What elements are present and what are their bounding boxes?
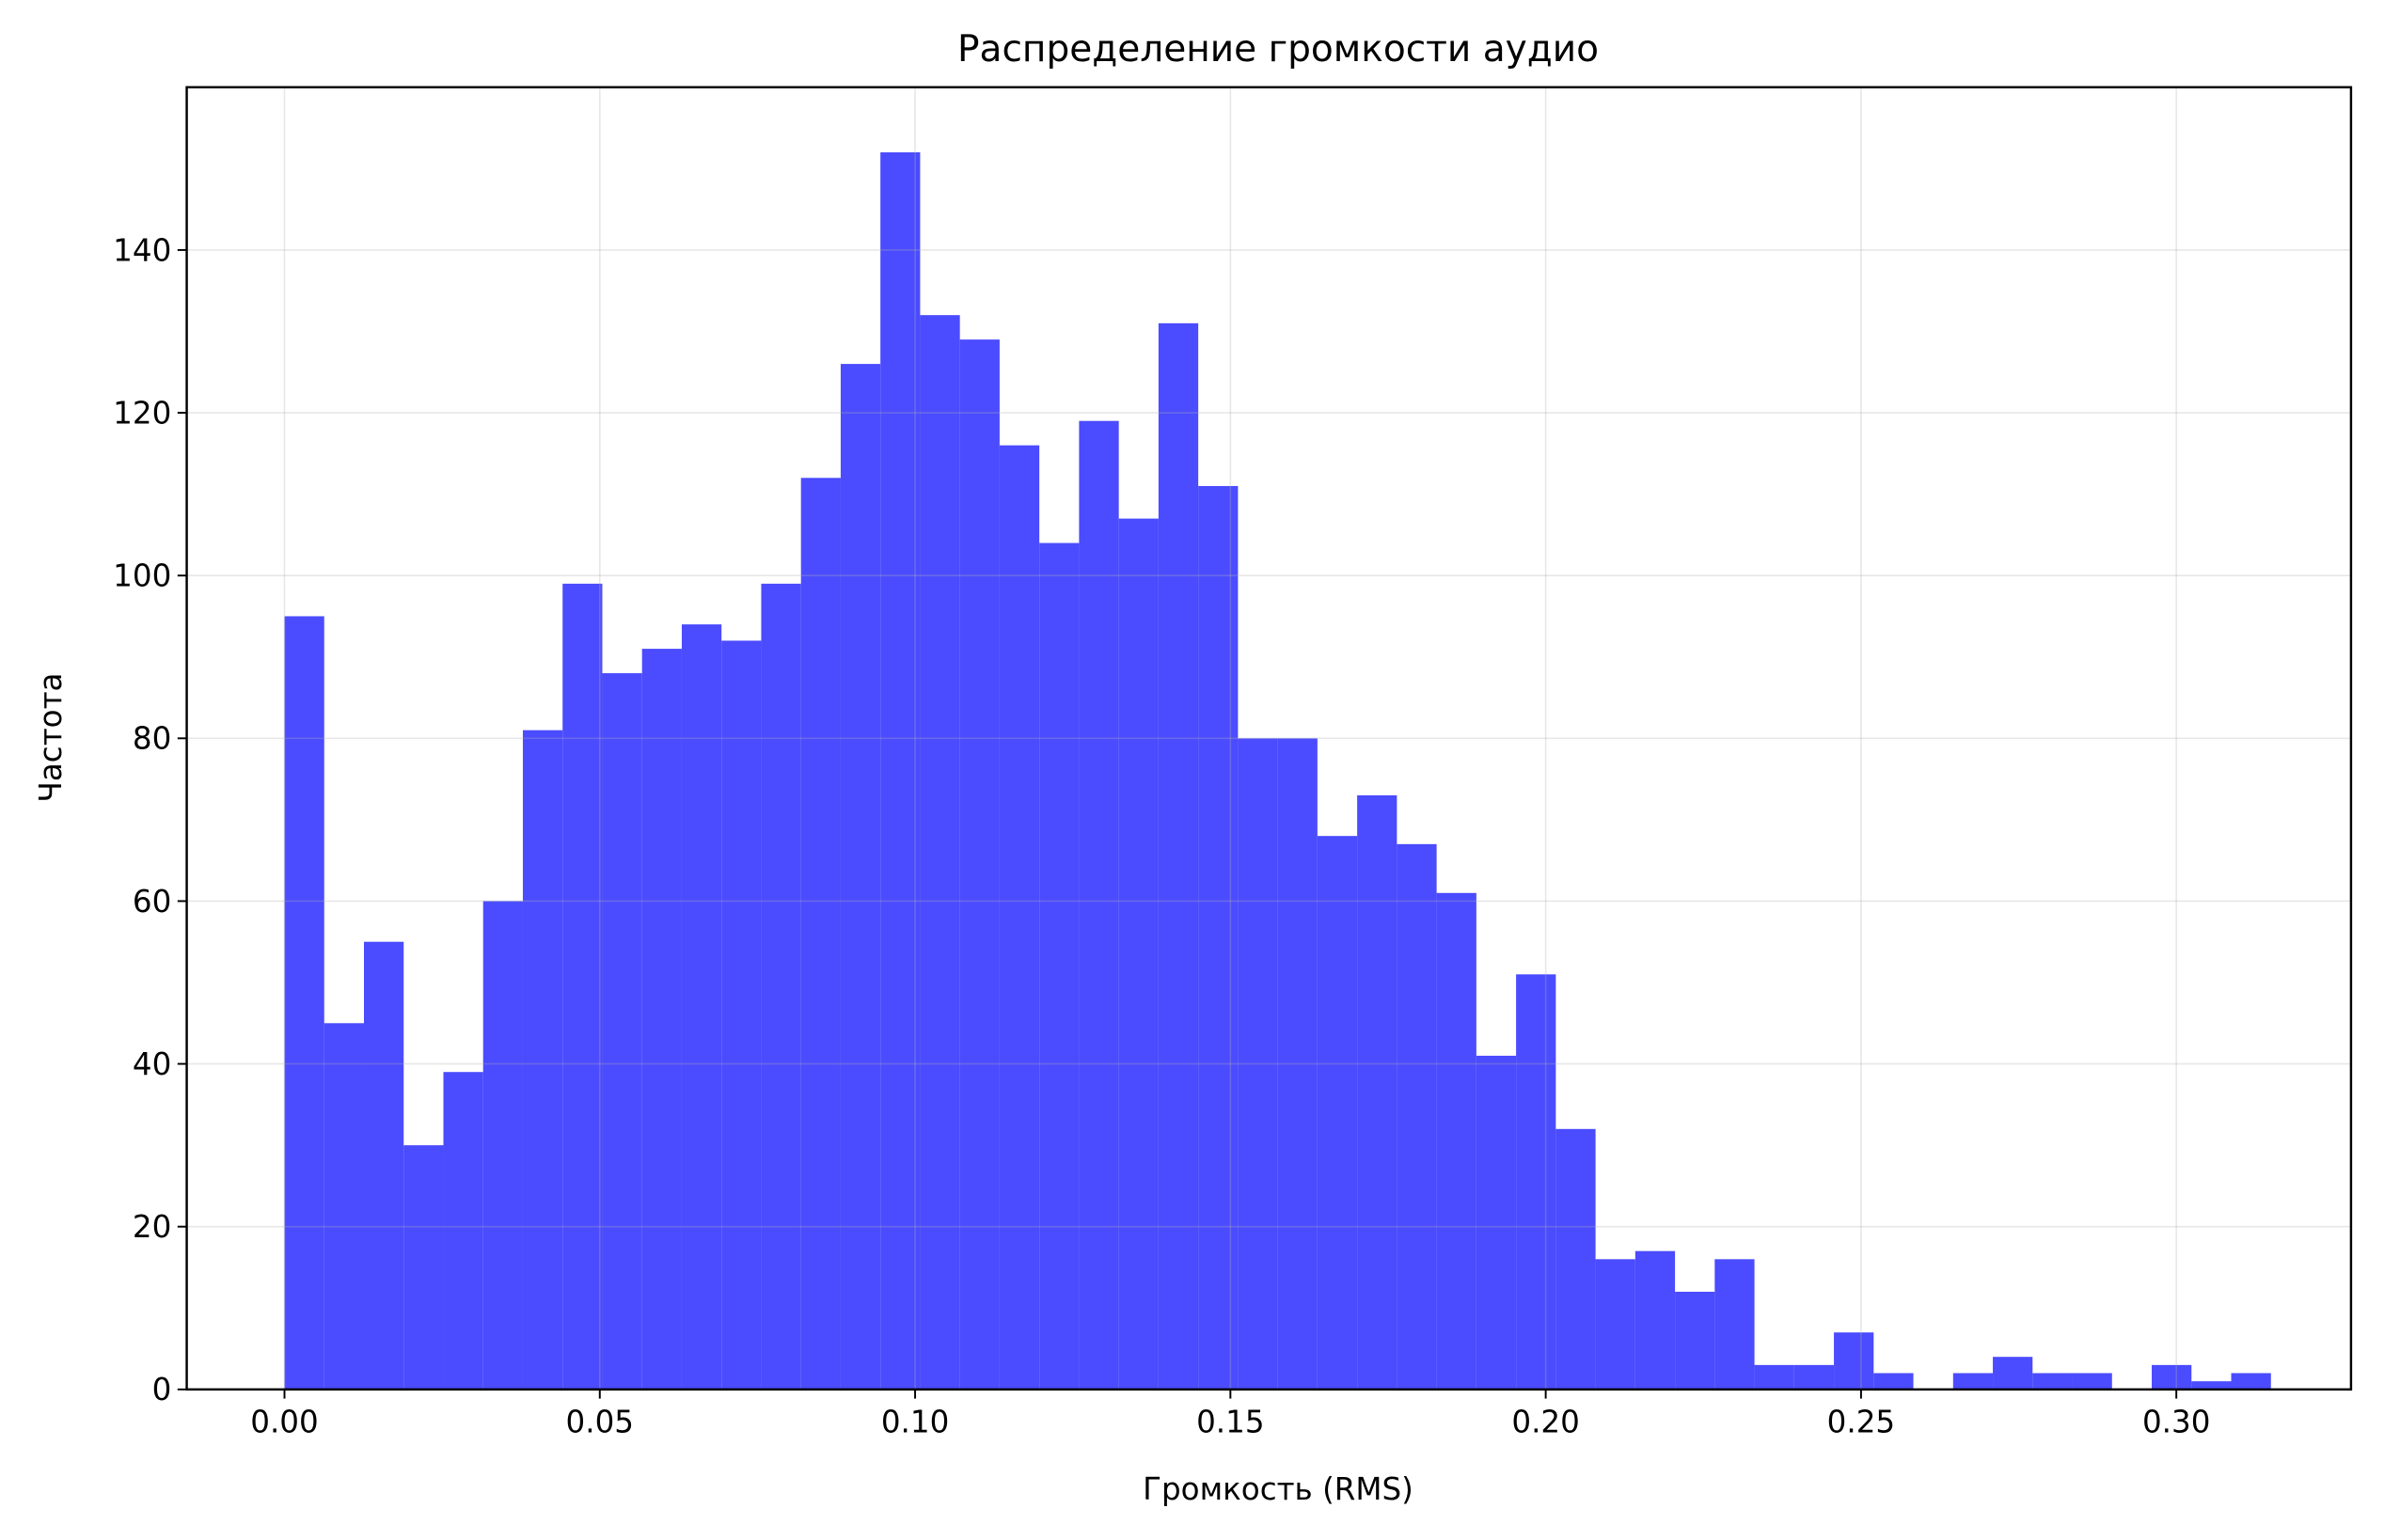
bar xyxy=(1595,1259,1635,1390)
x-tick-label: 0.05 xyxy=(566,1404,634,1439)
x-tick-label: 0.00 xyxy=(250,1404,318,1439)
x-tick-label: 0.15 xyxy=(1196,1404,1264,1439)
bar xyxy=(443,1072,483,1390)
bar xyxy=(1714,1259,1755,1390)
bar xyxy=(562,583,603,1390)
bar xyxy=(522,730,563,1390)
y-tick-label: 100 xyxy=(113,558,171,594)
chart-title: Распределение громкости аудио xyxy=(957,28,1599,71)
bar xyxy=(1238,738,1278,1390)
y-axis-label: Частота xyxy=(33,673,69,803)
bar xyxy=(324,1023,364,1390)
bar xyxy=(1952,1373,1994,1390)
bar xyxy=(959,339,1000,1390)
bar xyxy=(1675,1291,1715,1390)
y-tick-label: 140 xyxy=(113,232,171,268)
bar xyxy=(641,649,682,1390)
y-tick-label: 60 xyxy=(133,884,171,919)
bar xyxy=(1793,1364,1835,1390)
bar xyxy=(1277,738,1318,1390)
plot-frame xyxy=(185,86,2353,1391)
bar xyxy=(602,673,642,1390)
bar xyxy=(1158,322,1199,1390)
bar xyxy=(761,583,801,1390)
x-tick-label: 0.30 xyxy=(2142,1404,2210,1439)
y-tick-label: 40 xyxy=(133,1046,171,1082)
bar xyxy=(920,315,960,1390)
bar xyxy=(721,640,762,1390)
bar xyxy=(403,1145,444,1390)
y-tick-label: 20 xyxy=(133,1209,171,1245)
x-tick-label: 0.20 xyxy=(1511,1404,1579,1439)
bar xyxy=(1079,420,1119,1390)
bar xyxy=(1873,1373,1914,1390)
bar xyxy=(2152,1364,2192,1390)
x-axis-label: Громкость (RMS) xyxy=(1143,1471,1413,1507)
bar xyxy=(2191,1381,2232,1390)
y-tick-label: 120 xyxy=(113,395,171,431)
bar xyxy=(1555,1128,1596,1390)
x-tick-label: 0.10 xyxy=(881,1404,949,1439)
y-tick-label: 80 xyxy=(133,721,171,757)
bar xyxy=(999,445,1040,1390)
bar xyxy=(1516,974,1556,1390)
bar xyxy=(1993,1357,2033,1390)
bar xyxy=(1118,518,1159,1390)
bar xyxy=(482,901,523,1390)
bar xyxy=(1436,892,1476,1390)
bar xyxy=(2231,1373,2271,1390)
bar xyxy=(1039,542,1080,1390)
bar xyxy=(840,364,881,1390)
bar xyxy=(1397,843,1437,1390)
bar xyxy=(284,616,324,1390)
bar xyxy=(800,478,841,1390)
bar xyxy=(1754,1364,1794,1390)
bar xyxy=(1634,1250,1676,1390)
bar xyxy=(681,624,722,1390)
bar xyxy=(2072,1373,2112,1390)
bar xyxy=(1198,485,1239,1390)
x-tick-label: 0.25 xyxy=(1827,1404,1895,1439)
bar xyxy=(1317,836,1358,1390)
bar xyxy=(1476,1055,1517,1390)
bar xyxy=(2032,1373,2073,1390)
bar xyxy=(1357,794,1397,1390)
bar xyxy=(880,152,921,1390)
bar xyxy=(363,941,404,1390)
y-tick-label: 0 xyxy=(152,1372,172,1407)
bar xyxy=(1834,1332,1874,1390)
